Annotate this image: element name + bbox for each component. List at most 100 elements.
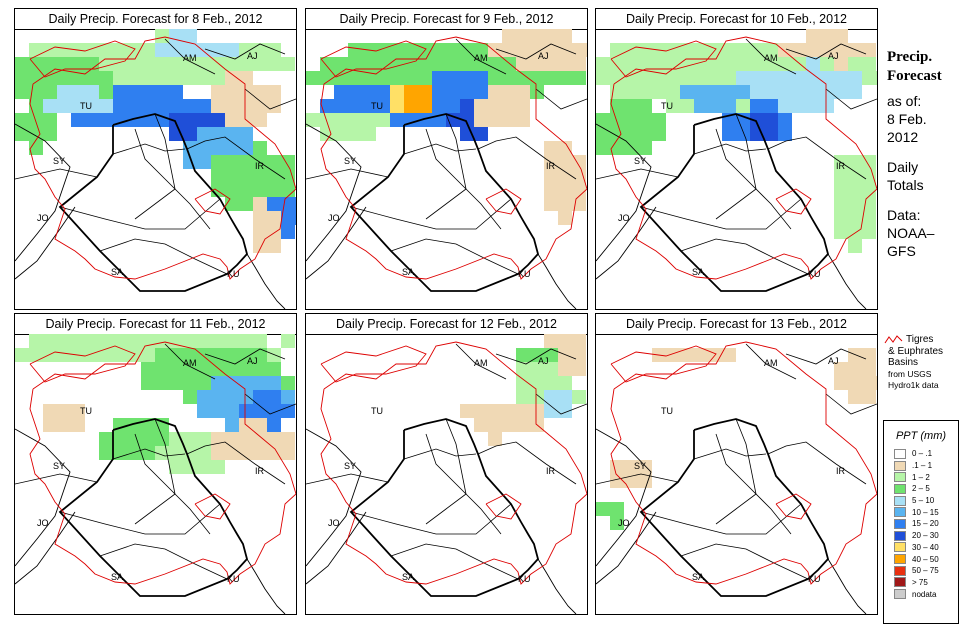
country-label: AM	[764, 358, 778, 368]
country-label: KU	[808, 269, 821, 279]
country-label: JO	[37, 213, 49, 223]
basin-outline	[29, 36, 296, 280]
country-label: JO	[618, 518, 630, 528]
basin-line1: Tigres	[906, 334, 934, 345]
precip-map: AM AJ TU SY IR JO SA KU	[15, 29, 296, 309]
country-label: AJ	[247, 356, 258, 366]
legend-label: .1 – 1	[912, 461, 933, 471]
basin-outline	[610, 341, 877, 585]
country-label: SY	[344, 461, 356, 471]
precip-area	[544, 390, 572, 418]
country-label: JO	[37, 518, 49, 528]
country-label: AM	[183, 53, 197, 63]
country-label: KU	[227, 269, 240, 279]
legend-label: 10 – 15	[912, 507, 939, 517]
legend-row: 20 – 30	[894, 530, 958, 542]
precip-area	[43, 85, 113, 113]
panel-title: Daily Precip. Forecast for 13 Feb., 2012	[596, 314, 877, 335]
country-label: KU	[227, 574, 240, 584]
iraq-border	[639, 113, 829, 292]
precip-area	[253, 197, 281, 253]
iraq-border	[58, 418, 248, 597]
iraq-border	[349, 418, 539, 597]
precip-area	[99, 418, 183, 460]
country-label: IR	[255, 161, 265, 171]
basin-outline	[29, 341, 296, 585]
legend-label: 30 – 40	[912, 542, 939, 552]
basin-line5: Hydro1k data	[888, 380, 939, 390]
country-label: IR	[836, 161, 846, 171]
basin-line4: from USGS	[888, 368, 932, 379]
country-label: SA	[402, 267, 414, 277]
country-label: IR	[546, 161, 556, 171]
side-title-line2: Forecast	[887, 68, 942, 84]
precip-area	[544, 141, 586, 225]
legend-row: 10 – 15	[894, 506, 958, 518]
country-label: AJ	[828, 51, 839, 61]
basin-outline-icon	[884, 335, 903, 344]
precip-map: AM AJ TU SY IR JO SA KU	[596, 341, 877, 614]
legend-swatch	[894, 448, 906, 459]
country-label: AM	[183, 358, 197, 368]
country-label: SA	[692, 267, 704, 277]
country-label: SA	[692, 572, 704, 582]
basin-outline	[610, 36, 877, 280]
legend-row: 5 – 10	[894, 495, 958, 507]
country-label: SY	[53, 461, 65, 471]
legend-swatch	[894, 530, 906, 541]
forecast-panel-1: Daily Precip. Forecast for 8 Feb., 2012 …	[14, 8, 297, 310]
side-date2: 2012	[887, 129, 919, 145]
country-label: AJ	[538, 51, 549, 61]
panel-title: Daily Precip. Forecast for 8 Feb., 2012	[15, 9, 296, 30]
precip-area	[778, 29, 876, 71]
precip-map: AM AJ TU SY IR JO SA KU	[15, 334, 296, 614]
forecast-panel-5: Daily Precip. Forecast for 12 Feb., 2012…	[305, 313, 588, 615]
legend-swatch	[894, 565, 906, 576]
side-data2: NOAA–	[887, 225, 935, 241]
country-label: IR	[255, 466, 265, 476]
precip-area	[211, 418, 295, 460]
legend-label: 5 – 10	[912, 496, 935, 506]
side-data3: GFS	[887, 243, 916, 259]
panel-title: Daily Precip. Forecast for 11 Feb., 2012	[15, 314, 296, 335]
country-label: AJ	[828, 356, 839, 366]
forecast-panel-4: Daily Precip. Forecast for 11 Feb., 2012…	[14, 313, 297, 615]
country-label: AM	[474, 358, 488, 368]
country-label: TU	[371, 101, 383, 111]
country-label: AM	[764, 53, 778, 63]
legend-label: 2 – 5	[912, 484, 930, 494]
panel-title: Daily Precip. Forecast for 9 Feb., 2012	[306, 9, 587, 30]
country-label: AJ	[538, 356, 549, 366]
precip-area	[404, 85, 432, 113]
legend-row: 50 – 75	[894, 565, 958, 577]
country-label: TU	[371, 406, 383, 416]
country-label: JO	[618, 213, 630, 223]
legend-row: 2 – 5	[894, 483, 958, 495]
basin-line2: & Euphrates	[888, 345, 944, 357]
country-label: SY	[634, 156, 646, 166]
legend-label: 20 – 30	[912, 531, 939, 541]
legend-row: .1 – 1	[894, 460, 958, 472]
legend-row: 40 – 50	[894, 553, 958, 565]
precip-area	[596, 99, 666, 155]
basin-line3: Basins	[888, 357, 919, 368]
side-title-line1: Precip.	[887, 49, 933, 65]
precip-area	[834, 348, 877, 404]
country-label: AJ	[247, 51, 258, 61]
legend-row: 0 – .1	[894, 448, 958, 460]
legend-swatch	[894, 460, 906, 471]
legend-label: nodata	[912, 589, 937, 599]
precip-map: AM AJ TU SY IR JO SA KU	[596, 29, 877, 309]
side-date1: 8 Feb.	[887, 111, 927, 127]
country-label: AM	[474, 53, 488, 63]
legend-label: 50 – 75	[912, 566, 939, 576]
country-label: IR	[836, 466, 846, 476]
precip-area	[596, 502, 624, 530]
legend-row: > 75	[894, 577, 958, 589]
basin-outline	[320, 341, 587, 585]
country-label: SY	[344, 156, 356, 166]
legend-row: 1 – 2	[894, 471, 958, 483]
legend-label: 40 – 50	[912, 554, 939, 564]
side-daily1: Daily	[887, 159, 919, 175]
precip-map: AM AJ TU SY IR JO SA KU	[306, 29, 587, 309]
